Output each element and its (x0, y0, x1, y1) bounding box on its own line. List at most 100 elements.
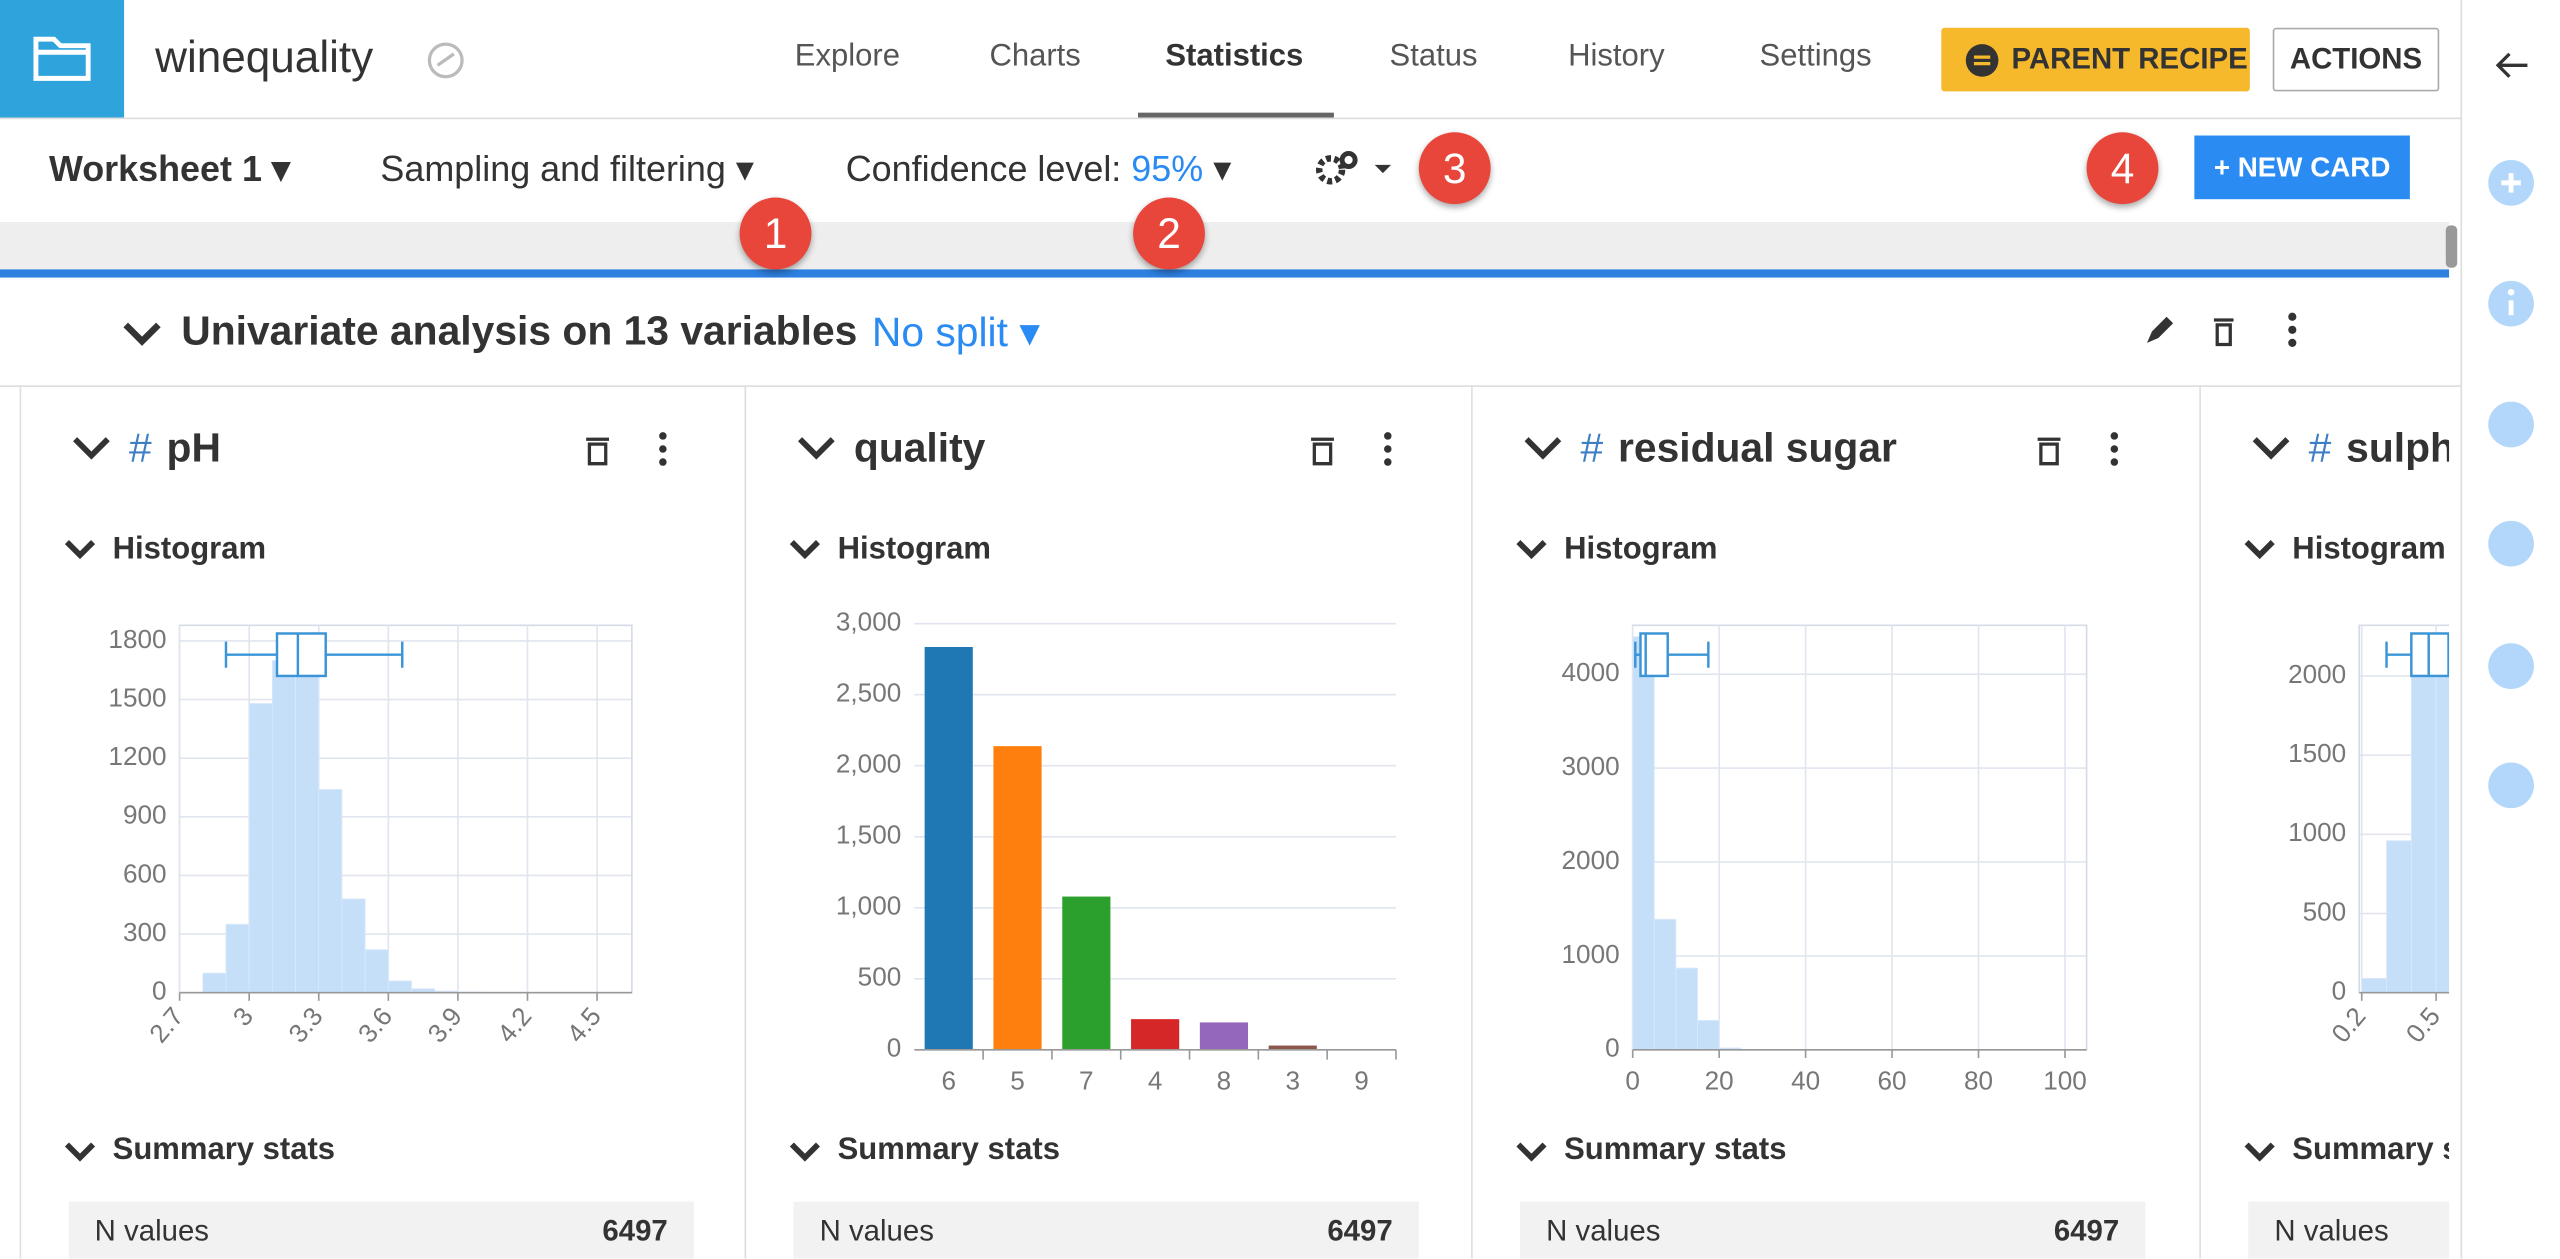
histogram-bar (2411, 652, 2436, 992)
menu-dot[interactable] (1384, 445, 1392, 453)
stat-label: N values (820, 1214, 934, 1247)
histogram-bar (1698, 1020, 1720, 1049)
bar (993, 746, 1041, 1050)
section-title: Histogram (113, 530, 266, 565)
bar (925, 647, 973, 1050)
menu-dot[interactable] (2111, 445, 2119, 453)
x-tick-label: 4 (1148, 1065, 1163, 1095)
x-tick-label: 100 (2043, 1065, 2087, 1095)
histogram-bar (388, 981, 411, 993)
x-tick-label: 0 (1625, 1065, 1640, 1095)
x-tick-label: 40 (1791, 1065, 1820, 1095)
section-title: Summary stats (1564, 1131, 1786, 1166)
menu-dot[interactable] (659, 445, 667, 453)
collapse-icon[interactable] (67, 542, 93, 555)
collapse-icon[interactable] (1518, 1145, 1544, 1158)
collapse-icon[interactable] (75, 439, 108, 455)
x-tick-label: 3 (227, 1001, 259, 1031)
scrollbar[interactable] (2446, 225, 2457, 267)
histogram-bar (296, 670, 319, 992)
histogram-bar (1654, 919, 1676, 1050)
histogram-bar (319, 789, 342, 992)
x-tick-label: 4.2 (491, 1001, 537, 1048)
x-tick-label: 3.6 (352, 1001, 398, 1048)
x-tick-label: 3.3 (282, 1001, 328, 1048)
y-tick-label: 3,000 (836, 607, 901, 637)
y-tick-label: 300 (123, 917, 167, 947)
histogram-bar (203, 973, 226, 993)
collapse-icon[interactable] (792, 542, 818, 555)
menu-dot[interactable] (2111, 432, 2119, 440)
x-tick-label: 6 (941, 1065, 956, 1095)
stat-label: N values (95, 1214, 209, 1247)
y-tick-label: 0 (887, 1033, 902, 1063)
section-title: Histogram (2292, 530, 2445, 565)
y-tick-label: 0 (2332, 976, 2347, 1006)
collapse-icon[interactable] (800, 439, 833, 455)
collapse-icon[interactable] (792, 1145, 818, 1158)
y-tick-label: 1200 (108, 741, 166, 771)
collapse-icon[interactable] (67, 1145, 93, 1158)
sidebar-icons[interactable] (2462, 0, 2560, 1259)
y-tick-label: 3000 (1562, 751, 1620, 781)
collapse-icon[interactable] (1527, 439, 1560, 455)
y-tick-label: 2,500 (836, 678, 901, 708)
menu-dot[interactable] (659, 432, 667, 440)
y-tick-label: 4000 (1562, 657, 1620, 687)
y-tick-label: 1,500 (836, 820, 901, 850)
y-tick-label: 0 (1605, 1033, 1620, 1063)
x-tick-label: 5 (1010, 1065, 1025, 1095)
section-title: Histogram (1564, 530, 1717, 565)
collapse-icon[interactable] (2247, 542, 2273, 555)
histogram-bar (342, 899, 365, 993)
box (2411, 633, 2448, 675)
hash-icon: # (129, 424, 152, 470)
collapse-icon[interactable] (2255, 439, 2288, 455)
collapse-icon[interactable] (1518, 542, 1544, 555)
histogram-bar (2387, 841, 2412, 993)
menu-dot[interactable] (1384, 458, 1392, 466)
x-tick-label: 0.5 (2400, 1001, 2446, 1048)
x-tick-label: 60 (1878, 1065, 1907, 1095)
y-tick-label: 1500 (2288, 738, 2346, 768)
histogram-bar (1633, 637, 1655, 1050)
y-tick-label: 2,000 (836, 749, 901, 779)
menu-dot[interactable] (2111, 458, 2119, 466)
delete-icon[interactable] (1311, 439, 1334, 463)
section-title: Summary stats (2292, 1131, 2449, 1166)
section-title: Summary stats (838, 1131, 1060, 1166)
hash-icon: # (1580, 424, 1603, 470)
delete-icon[interactable] (2038, 439, 2061, 463)
y-tick-label: 600 (123, 858, 167, 888)
histogram-bar (2362, 978, 2387, 992)
delete-icon[interactable] (586, 439, 609, 463)
y-tick-label: 0 (152, 976, 167, 1006)
bar (1131, 1019, 1179, 1050)
y-tick-label: 1500 (108, 682, 166, 712)
section-title: Histogram (838, 530, 991, 565)
column-title: pH (167, 424, 221, 470)
bar (1200, 1022, 1248, 1049)
stat-label: N values (1546, 1214, 1660, 1247)
collapse-icon[interactable] (2247, 1145, 2273, 1158)
menu-dot[interactable] (1384, 432, 1392, 440)
hash-icon: # (2309, 424, 2332, 470)
x-tick-label: 9 (1354, 1065, 1369, 1095)
stat-value: 6497 (2054, 1214, 2119, 1247)
stat-value: 6497 (1327, 1214, 1392, 1247)
histogram-bar (2436, 636, 2449, 992)
y-tick-label: 900 (123, 800, 167, 830)
plot-frame (1633, 625, 2087, 1050)
menu-dot[interactable] (659, 458, 667, 466)
x-tick-label: 20 (1705, 1065, 1734, 1095)
histogram-bar (226, 924, 249, 992)
